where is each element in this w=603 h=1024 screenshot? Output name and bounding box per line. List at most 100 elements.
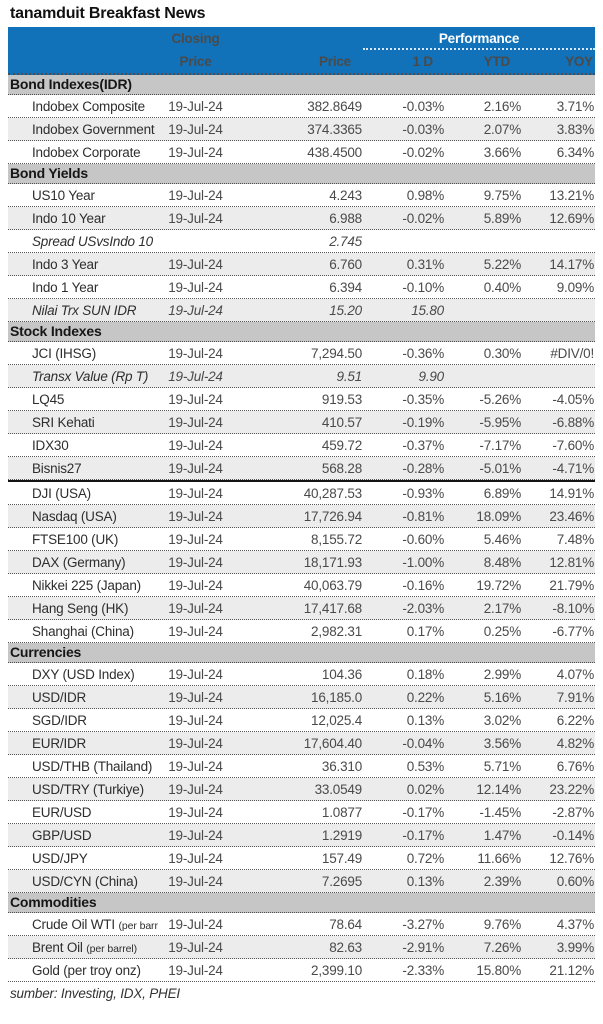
row-date: 19-Jul-24 (168, 600, 223, 616)
row-yoy: 12.81% (549, 554, 594, 570)
row-date: 19-Jul-24 (168, 712, 223, 728)
table-row: Shanghai (China) 19-Jul-24 2,982.31 0.17% 0.… (8, 620, 595, 643)
table-row: JCI (IHSG) 19-Jul-24 7,294.50 -0.36% 0.30% #D… (8, 342, 595, 365)
row-ytd: 18.09% (476, 508, 521, 524)
table-row: Nikkei 225 (Japan) 19-Jul-24 40,063.79 -0.1… (8, 574, 595, 597)
row-label: FTSE100 (UK) (32, 531, 119, 547)
table-row: Indobex Government 19-Jul-24 374.3365 -0.03… (8, 118, 595, 141)
row-label: Nilai Trx SUN IDR (32, 302, 137, 318)
row-ytd: 6.89% (483, 485, 521, 501)
row-1d: -0.93% (402, 485, 444, 501)
row-1d: -0.35% (402, 391, 444, 407)
row-label: USD/TRY (Turkiye) (32, 781, 144, 797)
table-row: US10 Year 19-Jul-24 4.243 0.98% 9.75% 13.21% (8, 184, 595, 207)
row-label: EUR/IDR (32, 735, 87, 751)
row-ytd: 0.30% (483, 345, 521, 361)
table-row: Transx Value (Rp T) 19-Jul-24 9.51 9.90 (8, 365, 595, 388)
row-label: SRI Kehati (32, 414, 95, 430)
row-1d: -0.02% (402, 144, 444, 160)
table-row: SGD/IDR 19-Jul-24 12,025.4 0.13% 3.02% 6.22% (8, 709, 595, 732)
row-label: USD/THB (Thailand) (32, 758, 153, 774)
row-ytd: 7.26% (483, 939, 521, 955)
row-1d: -0.60% (402, 531, 444, 547)
market-table: Closing Performance Price Price 1 D YTD … (8, 27, 595, 982)
row-ytd: 11.66% (477, 850, 521, 866)
row-1d: 15.80 (411, 302, 444, 318)
row-date: 19-Jul-24 (168, 210, 223, 226)
table-row: LQ45 19-Jul-24 919.53 -0.35% -5.26% -4.05% (8, 388, 595, 411)
row-date: 19-Jul-24 (168, 98, 223, 114)
row-price: 459.72 (321, 437, 362, 453)
row-ytd: 5.89% (483, 210, 521, 226)
row-ytd: 12.14% (476, 781, 521, 797)
closing-header-line1: Closing (171, 31, 220, 46)
row-price: 15.20 (329, 302, 362, 318)
row-price: 1.0877 (321, 804, 362, 820)
row-1d: -0.81% (402, 508, 444, 524)
table-row: USD/TRY (Turkiye) 19-Jul-24 33.0549 0.02% 12… (8, 778, 595, 801)
row-yoy: 6.22% (556, 712, 594, 728)
row-1d: -0.37% (402, 437, 444, 453)
table-row: USD/JPY 19-Jul-24 157.49 0.72% 11.66% 12.76% (8, 847, 595, 870)
row-price: 919.53 (321, 391, 362, 407)
table-row: EUR/IDR 19-Jul-24 17,604.40 -0.04% 3.56% 4.82… (8, 732, 595, 755)
table-row: Hang Seng (HK) 19-Jul-24 17,417.68 -2.03% 2.… (8, 597, 595, 620)
row-yoy: 7.48% (556, 531, 594, 547)
row-yoy: 4.07% (556, 666, 594, 682)
row-price: 104.36 (321, 666, 362, 682)
row-price: 18,171.93 (303, 554, 362, 570)
table-row: Bisnis27 19-Jul-24 568.28 -0.28% -5.01% -4.71… (8, 457, 595, 480)
row-label: Indo 3 Year (32, 256, 99, 272)
table-row: FTSE100 (UK) 19-Jul-24 8,155.72 -0.60% 5.46%… (8, 528, 595, 551)
row-yoy: -6.88% (552, 414, 594, 430)
table-row: USD/CYN (China) 19-Jul-24 7.2695 0.13% 2.39%… (8, 870, 595, 893)
section-header: Currencies (8, 643, 595, 663)
row-price: 410.57 (321, 414, 362, 430)
table-row: Nilai Trx SUN IDR 19-Jul-24 15.20 15.80 (8, 299, 595, 322)
row-1d: 0.02% (406, 781, 444, 797)
row-price: 78.64 (329, 916, 362, 932)
row-label: Crude Oil WTI (per barrel) (8, 917, 158, 932)
row-date: 19-Jul-24 (168, 187, 223, 203)
row-label: Indobex Government (32, 121, 155, 137)
row-yoy: -7.60% (552, 437, 594, 453)
col-header-yoy: YOY (565, 54, 593, 69)
row-ytd: 3.66% (483, 144, 521, 160)
table-header-row-2: Price Price 1 D YTD YOY (8, 50, 595, 73)
row-1d: 0.98% (406, 187, 444, 203)
row-yoy: 23.22% (549, 781, 594, 797)
row-price: 6.988 (329, 210, 362, 226)
row-yoy: -4.71% (552, 460, 594, 476)
table-row: Indobex Corporate 19-Jul-24 438.4500 -0.02%… (8, 141, 595, 164)
row-1d: -0.03% (402, 98, 444, 114)
row-yoy: 9.09% (556, 279, 594, 295)
col-header-1d: 1 D (412, 54, 434, 69)
row-price: 6.394 (329, 279, 362, 295)
row-date: 19-Jul-24 (168, 531, 223, 547)
row-label: Nasdaq (USA) (32, 508, 117, 524)
table-header: Closing Performance Price Price 1 D YTD … (8, 27, 595, 75)
row-price: 7.2695 (321, 873, 362, 889)
row-date: 19-Jul-24 (168, 666, 223, 682)
row-date: 19-Jul-24 (168, 962, 223, 978)
row-date: 19-Jul-24 (168, 508, 223, 524)
row-price: 157.49 (321, 850, 362, 866)
row-price: 382.8649 (307, 98, 362, 114)
row-date: 19-Jul-24 (168, 577, 223, 593)
row-yoy: 7.91% (556, 689, 594, 705)
table-row: GBP/USD 19-Jul-24 1.2919 -0.17% 1.47% -0.14% (8, 824, 595, 847)
row-ytd: -5.26% (479, 391, 521, 407)
row-label: Shanghai (China) (32, 623, 134, 639)
row-ytd: 15.80% (476, 962, 521, 978)
row-date: 19-Jul-24 (168, 623, 223, 639)
row-1d: -0.36% (402, 345, 444, 361)
row-ytd: 0.25% (483, 623, 521, 639)
row-date: 19-Jul-24 (168, 758, 223, 774)
row-ytd: 5.46% (483, 531, 521, 547)
row-label: DXY (USD Index) (32, 666, 135, 682)
row-date: 19-Jul-24 (168, 827, 223, 843)
table-row: USD/IDR 19-Jul-24 16,185.0 0.22% 5.16% 7.91% (8, 686, 595, 709)
row-label: IDX30 (32, 437, 69, 453)
table-row: Indobex Composite 19-Jul-24 382.8649 -0.03%… (8, 95, 595, 118)
row-date: 19-Jul-24 (168, 391, 223, 407)
